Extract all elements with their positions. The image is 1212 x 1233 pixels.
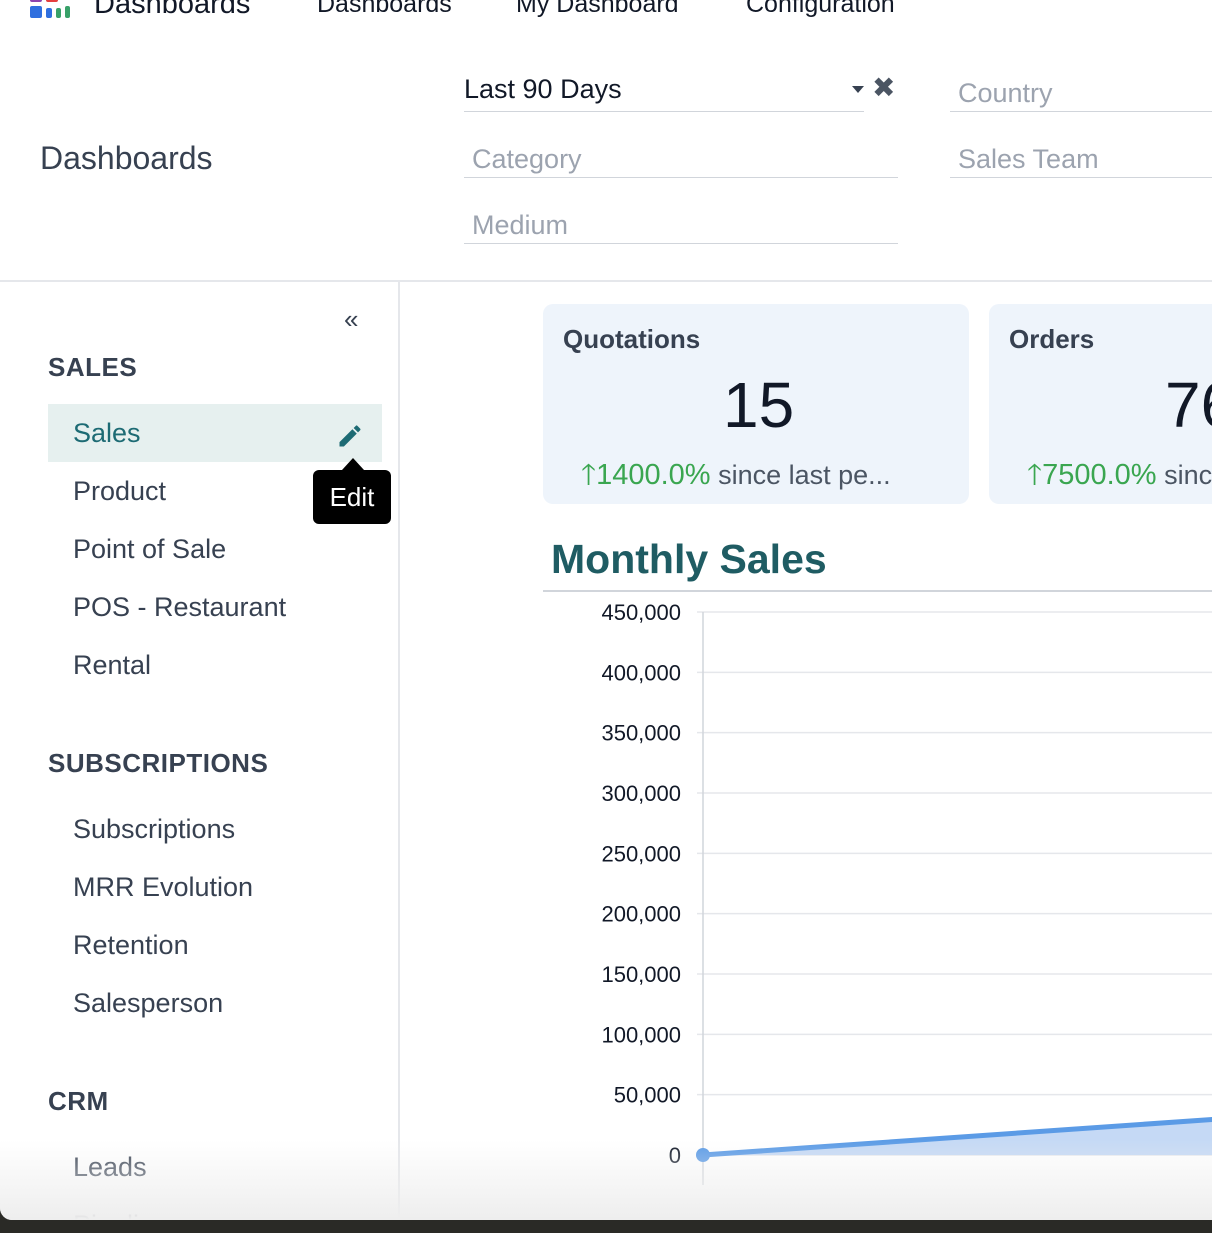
sidebar-item-subscriptions[interactable]: Subscriptions — [73, 814, 236, 844]
nav-link-configuration[interactable]: Configuration — [746, 0, 895, 18]
card-delta-percent: 1400.0% — [596, 459, 711, 491]
y-tick-label: 200,000 — [601, 902, 681, 927]
y-tick-label: 100,000 — [601, 1022, 681, 1047]
collapse-sidebar-icon[interactable]: « — [344, 304, 359, 334]
sidebar-item-rental[interactable]: Rental — [73, 650, 152, 680]
kpi-card-orders[interactable]: Orders 76 🡑7500.0% since last period — [989, 304, 1212, 504]
medium-filter[interactable]: Medium — [464, 204, 898, 244]
sidebar-item-salesperson[interactable]: Salesperson — [73, 988, 224, 1018]
data-point[interactable] — [696, 1148, 710, 1162]
chart-title-underline — [543, 590, 1212, 592]
period-filter[interactable]: Last 90 Days — [464, 72, 864, 112]
y-tick-label: 400,000 — [601, 660, 681, 685]
divider — [0, 280, 1212, 282]
card-delta-percent: 7500.0% — [1042, 459, 1157, 491]
sidebar-item-point-of-sale[interactable]: Point of Sale — [73, 534, 227, 564]
dashboard-sidebar: « SALES Sales Product Point of Sale POS … — [0, 282, 400, 1220]
page-title: Dashboards — [40, 140, 213, 176]
card-delta-label: since last pe... — [710, 460, 891, 490]
y-tick-label: 0 — [669, 1143, 681, 1168]
app-name[interactable]: Dashboards — [94, 0, 251, 20]
y-tick-label: 450,000 — [601, 600, 681, 625]
kpi-card-quotations[interactable]: Quotations 15 🡑1400.0% since last pe... — [543, 304, 969, 504]
apps-grid-icon[interactable] — [30, 0, 76, 26]
medium-filter-placeholder: Medium — [472, 210, 569, 240]
card-title: Orders — [1009, 324, 1095, 354]
caret-down-icon[interactable] — [852, 86, 864, 93]
country-filter-placeholder: Country — [958, 78, 1053, 108]
card-value: 76 — [1165, 369, 1212, 441]
arrow-up-icon: 🡑 — [581, 459, 597, 491]
section-title-crm: CRM — [48, 1086, 109, 1116]
card-title: Quotations — [563, 324, 701, 354]
sidebar-item-product[interactable]: Product — [73, 476, 167, 506]
period-filter-value: Last 90 Days — [464, 74, 622, 104]
sidebar-item-pipeline[interactable]: Pipeline — [48, 1196, 382, 1220]
monthly-sales-chart: 450,000 400,000 350,000 300,000 250,000 200,0… — [601, 600, 1212, 1185]
section-title-sales: SALES — [48, 352, 138, 382]
sidebar-item-sales[interactable]: Sales — [48, 404, 382, 462]
chart-title: Monthly Sales — [551, 536, 827, 582]
card-delta: 🡑7500.0% since last period — [1027, 454, 1212, 503]
clear-filter-icon[interactable]: ✖ — [872, 72, 896, 103]
section-title-subscriptions: SUBSCRIPTIONS — [48, 748, 269, 778]
country-filter[interactable]: Country — [950, 72, 1212, 112]
pencil-icon[interactable] — [336, 422, 364, 450]
arrow-up-icon: 🡑 — [1027, 459, 1043, 491]
y-tick-label: 350,000 — [601, 721, 681, 746]
y-tick-label: 50,000 — [614, 1083, 681, 1108]
card-delta-label: since last period — [1164, 460, 1212, 490]
sales-team-filter[interactable]: Sales Team — [950, 138, 1212, 178]
top-navbar: Dashboards Dashboards My Dashboard Confi… — [0, 0, 1212, 30]
y-tick-label: 300,000 — [601, 781, 681, 806]
sidebar-item-leads[interactable]: Leads — [73, 1152, 147, 1182]
card-value: 15 — [723, 369, 795, 441]
y-tick-label: 250,000 — [601, 841, 681, 866]
sales-team-filter-placeholder: Sales Team — [958, 144, 1099, 174]
edit-tooltip: Edit — [313, 458, 391, 524]
sidebar-item-pos-restaurant[interactable]: POS - Restaurant — [73, 592, 287, 622]
card-delta: 🡑1400.0% since last pe... — [581, 454, 891, 503]
nav-link-my-dashboard[interactable]: My Dashboard — [516, 0, 679, 18]
sidebar-item-retention[interactable]: Retention — [73, 930, 189, 960]
category-filter-placeholder: Category — [472, 144, 582, 174]
sidebar-item-mrr-evolution[interactable]: MRR Evolution — [73, 872, 254, 902]
category-filter[interactable]: Category — [464, 138, 898, 178]
y-tick-label: 150,000 — [601, 962, 681, 987]
nav-link-dashboards[interactable]: Dashboards — [317, 0, 452, 18]
